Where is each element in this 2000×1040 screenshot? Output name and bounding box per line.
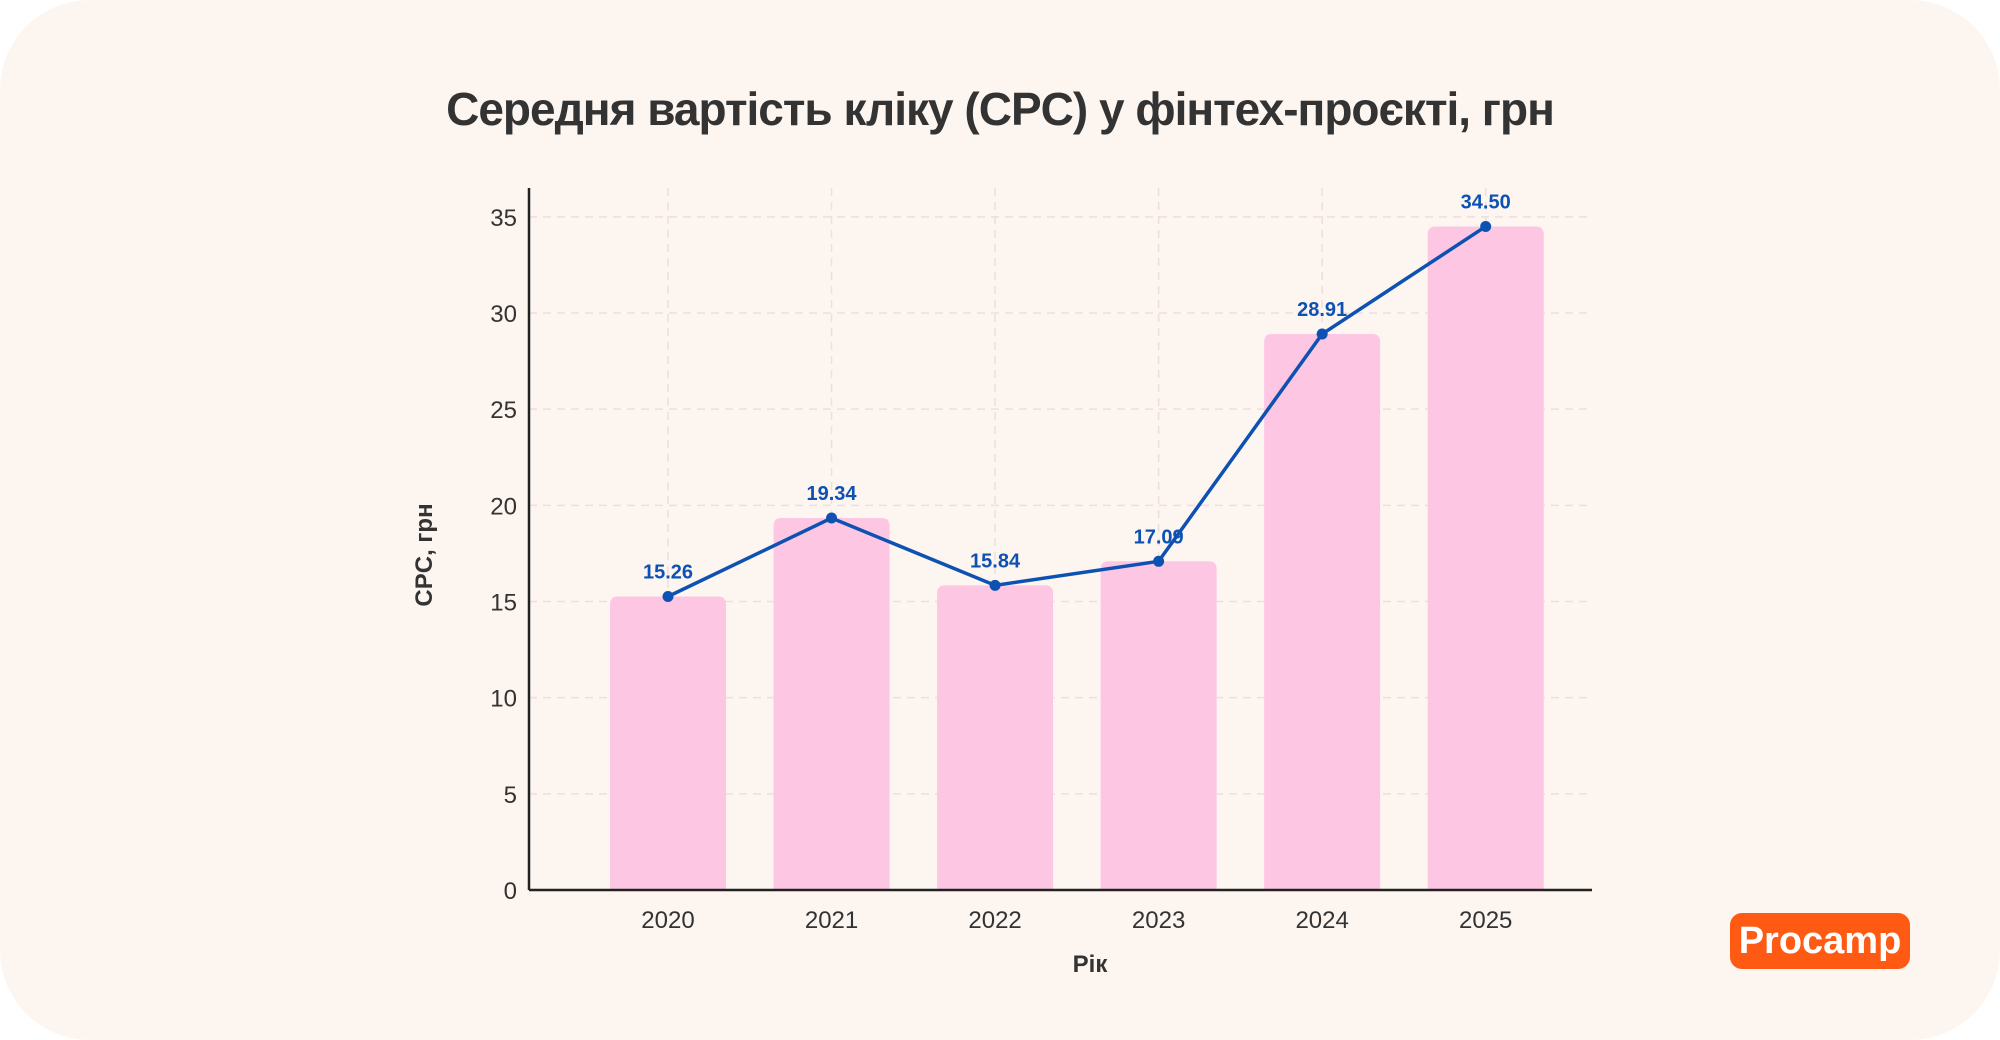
x-tick-label: 2022 xyxy=(968,907,1021,934)
data-point xyxy=(662,591,674,603)
x-tick-label: 2020 xyxy=(641,907,694,934)
data-label: 34.50 xyxy=(1461,191,1511,213)
bar xyxy=(1427,226,1544,890)
data-point xyxy=(989,579,1001,591)
y-tick-label: 15 xyxy=(490,590,517,617)
bar xyxy=(937,585,1054,890)
x-tick-label: 2024 xyxy=(1295,907,1348,934)
x-tick-label: 2021 xyxy=(805,907,858,934)
bar xyxy=(610,596,727,890)
x-axis-label: Рік xyxy=(1073,951,1109,978)
y-axis-label: CPC, грн xyxy=(411,503,438,606)
bar xyxy=(1264,333,1381,890)
data-label: 15.26 xyxy=(643,562,693,584)
y-tick-label: 35 xyxy=(490,205,517,232)
data-label: 15.84 xyxy=(970,550,1021,572)
y-tick-label: 10 xyxy=(490,686,517,713)
y-tick-label: 0 xyxy=(504,878,517,905)
data-point xyxy=(1316,328,1328,340)
bar xyxy=(773,518,890,890)
data-point xyxy=(1153,555,1165,567)
x-tick-label: 2025 xyxy=(1459,907,1512,934)
data-label: 17.09 xyxy=(1134,526,1184,548)
data-point xyxy=(1480,220,1492,232)
data-label: 19.34 xyxy=(807,483,858,505)
chart-title: Середня вартість кліку (CPC) у фінтех-пр… xyxy=(446,83,1555,135)
data-point xyxy=(826,512,838,524)
y-tick-label: 25 xyxy=(490,397,517,424)
y-tick-label: 30 xyxy=(490,301,517,328)
series-line xyxy=(667,225,1487,599)
y-tick-label: 5 xyxy=(504,782,517,809)
data-label: 28.91 xyxy=(1297,299,1347,321)
x-tick-label: 2023 xyxy=(1132,907,1185,934)
procamp-logo: Procamp xyxy=(1730,913,1910,969)
y-tick-label: 20 xyxy=(490,493,517,520)
bar xyxy=(1100,561,1217,890)
